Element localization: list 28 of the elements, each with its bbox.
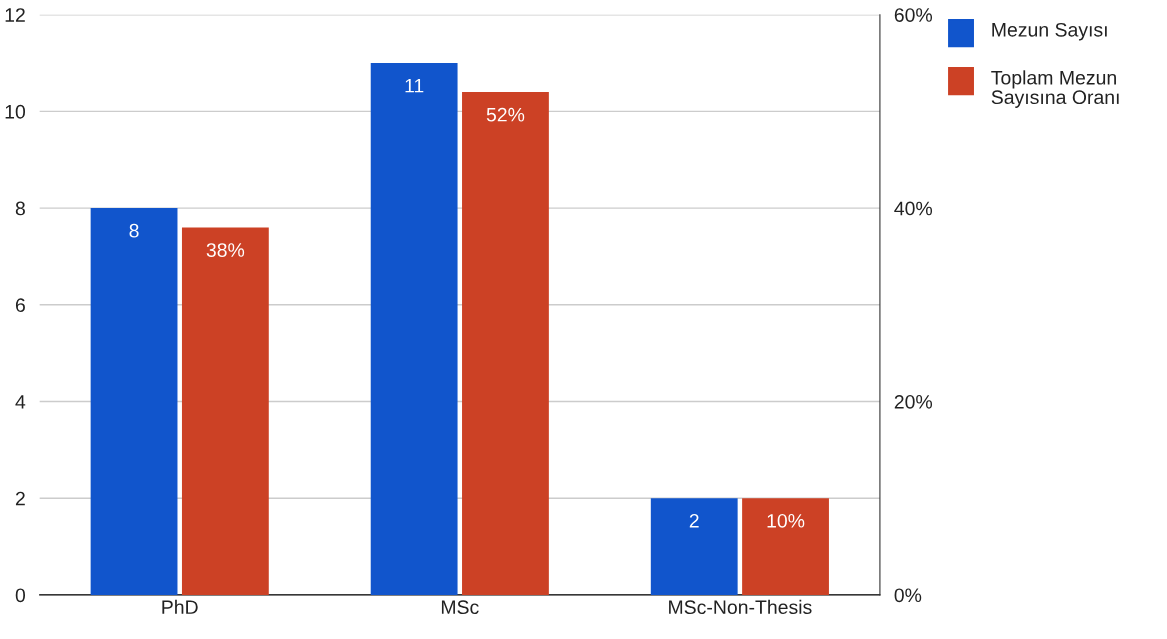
bar [742, 498, 829, 595]
y-tick-label: 8 [15, 201, 25, 216]
y2-tick-label: 60% [894, 8, 933, 22]
data-label: 52% [486, 107, 525, 122]
bar [181, 227, 269, 595]
y-tick-label: 6 [15, 298, 25, 313]
y2-tick-label: 20% [894, 394, 933, 409]
legend-label: Mezun Sayısı [992, 22, 1107, 41]
data-label: 2 [689, 513, 699, 528]
data-label: 11 [405, 78, 424, 93]
data-label: 8 [129, 223, 139, 238]
bar [90, 208, 178, 595]
x-tick-label: MSc [441, 600, 479, 615]
x-tick-label: PhD [162, 599, 198, 614]
y-tick-label: 0 [15, 588, 26, 603]
data-label: 10% [767, 513, 805, 528]
y2-tick-label: 0% [894, 588, 922, 603]
x-tick-label: MSc-Non-Thesis [669, 599, 812, 615]
y-tick-label: 10 [5, 104, 26, 119]
bar [462, 92, 549, 595]
y2-tick-label: 40% [894, 201, 933, 216]
bar [370, 63, 458, 595]
y-tick-label: 4 [15, 395, 26, 409]
data-label: 38% [206, 243, 245, 257]
legend-label: Toplam Mezun Sayısına Oranı [991, 70, 1119, 108]
y-tick-label: 12 [5, 8, 25, 22]
bar [650, 498, 738, 595]
y-tick-label: 2 [15, 491, 25, 506]
